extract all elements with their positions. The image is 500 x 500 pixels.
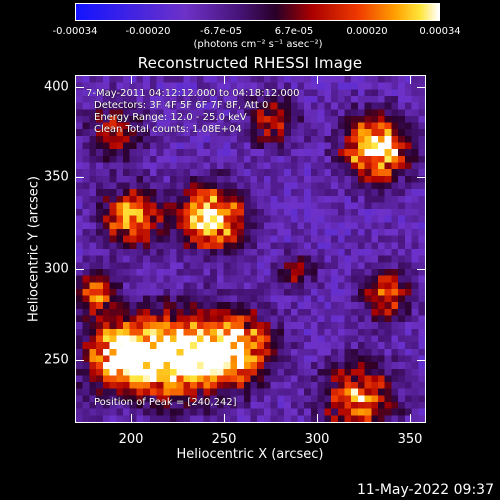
x-tick-label: 250 xyxy=(211,432,237,447)
y-axis-label: Heliocentric Y (arcsec) xyxy=(26,176,42,322)
x-tick xyxy=(410,76,411,84)
rhessi-image xyxy=(76,76,425,422)
y-tick-label: 400 xyxy=(44,79,69,95)
y-tick xyxy=(417,360,425,361)
energy-range-text: Energy Range: 12.0 - 25.0 keV xyxy=(94,112,247,123)
x-axis-label: Heliocentric X (arcsec) xyxy=(176,447,324,462)
image-plot: 7-May-2011 04:12:12.000 to 04:18:12.000 … xyxy=(75,75,426,423)
x-tick xyxy=(410,414,411,422)
clean-counts-text: Clean Total counts: 1.08E+04 xyxy=(94,124,242,135)
x-tick xyxy=(224,76,225,84)
y-tick xyxy=(417,87,425,88)
y-tick-label: 250 xyxy=(44,352,69,368)
x-tick-label: 200 xyxy=(118,432,144,447)
peak-position-text: Position of Peak = [240,242] xyxy=(94,397,237,408)
x-tick xyxy=(131,414,132,422)
x-tick-label: 350 xyxy=(397,432,423,447)
y-tick xyxy=(76,360,84,361)
colorbar-tick-label: 0.00034 xyxy=(419,26,461,37)
colorbar-tick-label: 6.7e-05 xyxy=(274,26,314,37)
x-tick xyxy=(224,414,225,422)
colorbar-tick-label: -0.00034 xyxy=(52,26,98,37)
colorbar-tick-label: -0.00020 xyxy=(125,26,171,37)
y-tick-label: 350 xyxy=(44,169,69,185)
x-tick xyxy=(131,76,132,84)
x-tick xyxy=(317,414,318,422)
y-tick xyxy=(76,269,84,270)
x-tick xyxy=(317,76,318,84)
y-tick xyxy=(417,177,425,178)
colorbar-units: (photons cm⁻² s⁻¹ asec⁻²) xyxy=(193,39,323,50)
detectors-text: Detectors: 3F 4F 5F 6F 7F 8F, Att 0 xyxy=(94,100,269,111)
y-tick-label: 300 xyxy=(44,261,69,277)
colorbar-tick-label: -6.7e-05 xyxy=(200,26,242,37)
colorbar-tick-label: 0.00020 xyxy=(346,26,388,37)
footer-date: 11-May-2022 09:37 xyxy=(356,482,494,498)
time-range-text: 7-May-2011 04:12:12.000 to 04:18:12.000 xyxy=(86,88,300,99)
image-title: Reconstructed RHESSI Image xyxy=(137,54,363,72)
x-tick-label: 300 xyxy=(304,432,330,447)
y-tick xyxy=(76,87,84,88)
y-tick xyxy=(417,269,425,270)
y-tick xyxy=(76,177,84,178)
colorbar xyxy=(75,3,440,21)
